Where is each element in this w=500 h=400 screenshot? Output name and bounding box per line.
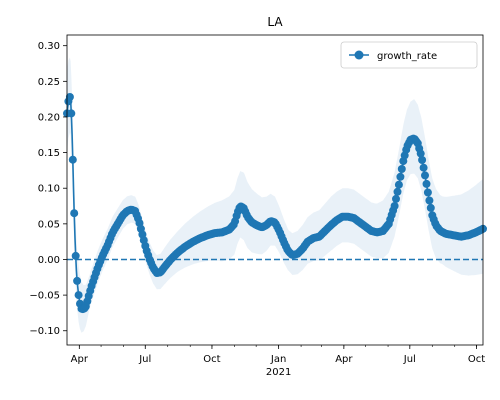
data-point: [68, 155, 77, 164]
data-point: [65, 93, 74, 101]
x-tick-label: Apr: [71, 354, 89, 365]
y-tick-label: 0.00: [38, 255, 60, 266]
y-tick-label: 0.05: [38, 219, 60, 230]
y-tick-label: −0.10: [29, 326, 60, 337]
data-point: [416, 149, 425, 158]
data-point: [423, 188, 432, 197]
y-tick-label: 0.30: [38, 41, 60, 52]
legend-dot-marker: [354, 50, 364, 60]
data-point: [392, 194, 400, 203]
legend-box: [340, 41, 478, 69]
x-tick-label: Oct: [468, 354, 485, 365]
chart-title: LA: [267, 15, 283, 29]
data-point: [422, 179, 431, 188]
data-point: [73, 276, 82, 285]
legend: growth_rate: [340, 41, 478, 69]
data-point: [419, 163, 428, 172]
data-point: [390, 202, 399, 210]
data-point: [426, 203, 435, 212]
data-point: [421, 171, 429, 180]
data-point: [67, 109, 76, 118]
y-tick-label: −0.05: [29, 291, 60, 302]
x-tick-label: Jul: [403, 354, 416, 365]
data-point: [425, 196, 434, 205]
series-group: [63, 93, 487, 314]
data-point: [396, 172, 405, 181]
x-tick-label: Oct: [203, 354, 220, 365]
data-point: [393, 187, 402, 196]
x-axis: Apr Jul Oct Jan Apr Jul Oct 2021: [71, 345, 485, 378]
data-point: [394, 180, 403, 189]
y-axis: −0.10 −0.05 0.00 0.05 0.10 0.15 0.20 0.25 0.30: [29, 41, 67, 337]
x-tick-label: Jan: [270, 354, 286, 365]
y-tick-label: 0.10: [38, 184, 60, 195]
x-tick-label: Apr: [335, 354, 353, 365]
data-point: [71, 251, 80, 260]
y-tick-label: 0.20: [38, 112, 60, 123]
x-year-label: 2021: [266, 367, 291, 378]
plot-frame: [66, 34, 484, 346]
y-tick-label: 0.15: [38, 148, 60, 159]
y-tick-label: 0.25: [38, 77, 60, 88]
data-point: [418, 156, 427, 164]
data-point: [70, 209, 79, 218]
data-point: [397, 165, 406, 173]
legend-label-growth-rate: growth_rate: [377, 51, 437, 62]
data-point: [74, 291, 83, 300]
x-tick-label: Jul: [138, 354, 151, 365]
